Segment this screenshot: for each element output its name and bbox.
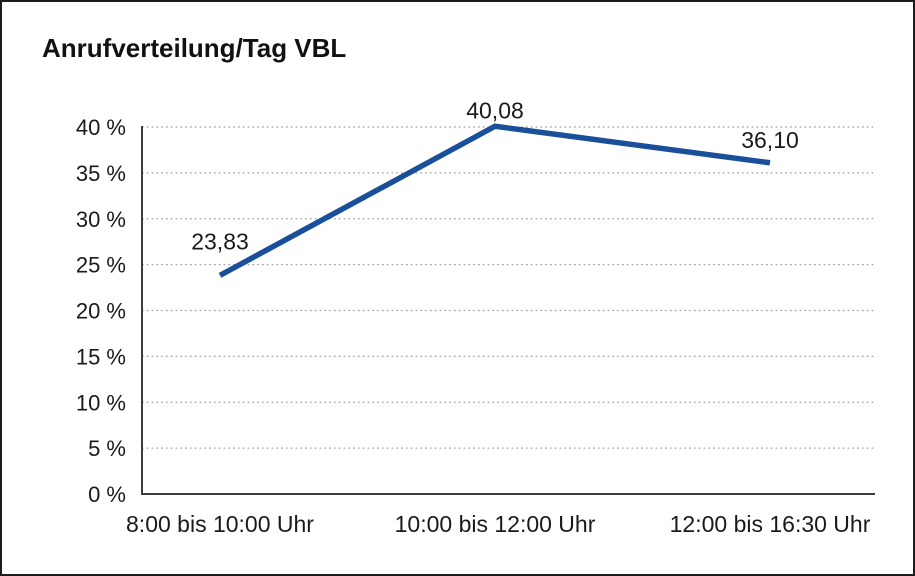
- x-tick-label: 12:00 bis 16:30 Uhr: [670, 511, 871, 537]
- y-tick-label: 20 %: [76, 299, 126, 324]
- point-label: 23,83: [191, 228, 249, 254]
- y-tick-label: 5 %: [88, 436, 126, 461]
- chart-title: Anrufverteilung/Tag VBL: [42, 33, 347, 63]
- data-line: [218, 123, 771, 278]
- point-label: 36,10: [741, 127, 799, 153]
- y-tick-label: 0 %: [88, 482, 126, 507]
- y-tick-label: 25 %: [76, 253, 126, 278]
- y-tick-label: 35 %: [76, 161, 126, 186]
- x-tick-label: 8:00 bis 10:00 Uhr: [126, 511, 314, 537]
- y-tick-label: 40 %: [76, 115, 126, 140]
- y-tick-label: 15 %: [76, 344, 126, 369]
- y-tick-label: 30 %: [76, 207, 126, 232]
- y-tick-label: 10 %: [76, 390, 126, 415]
- point-label: 40,08: [466, 97, 524, 123]
- x-tick-label: 10:00 bis 12:00 Uhr: [395, 511, 596, 537]
